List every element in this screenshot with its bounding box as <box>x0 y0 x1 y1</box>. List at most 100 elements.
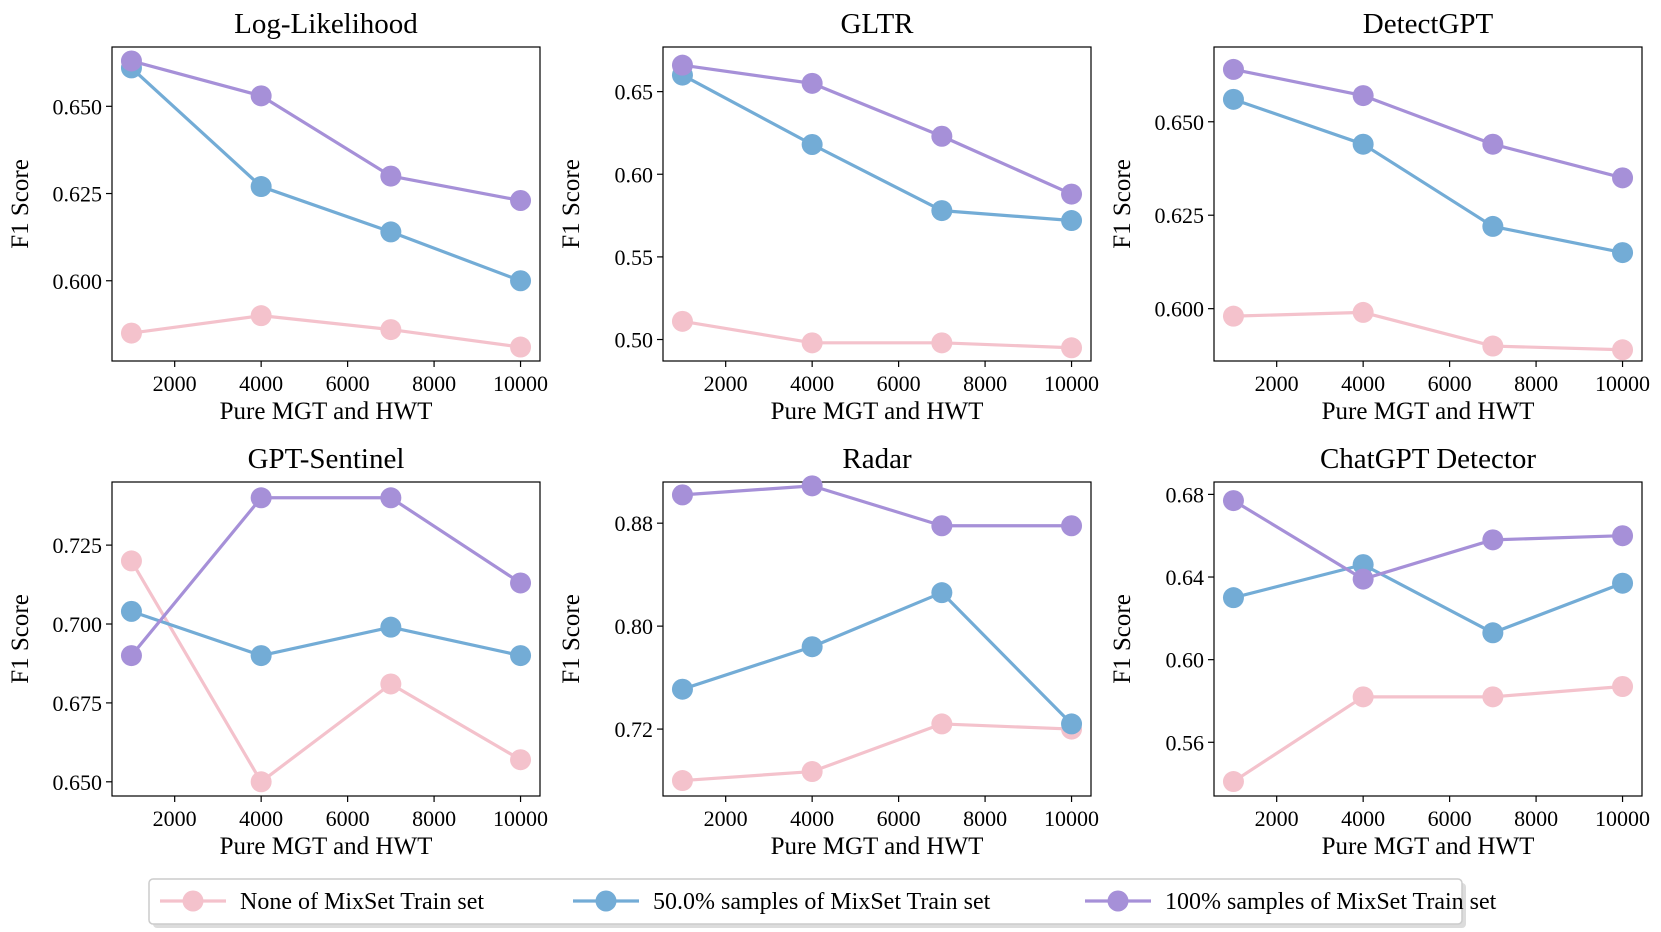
legend-label-none: None of MixSet Train set <box>240 889 484 915</box>
x-tick-label: 10000 <box>493 371 548 396</box>
y-tick-label: 0.600 <box>1155 297 1205 322</box>
data-point-full <box>510 190 532 212</box>
series-line-full <box>682 63 1073 196</box>
data-point-half <box>380 221 402 243</box>
series-line-none <box>131 314 521 349</box>
data-point-none <box>671 770 693 792</box>
subplot-title: DetectGPT <box>1363 8 1494 40</box>
x-tick-label: 4000 <box>790 371 834 396</box>
x-tick-label: 8000 <box>963 806 1007 831</box>
series-line-full <box>131 59 521 203</box>
data-point-none <box>380 319 402 341</box>
plot-frame <box>1213 46 1643 362</box>
data-point-half <box>931 582 953 604</box>
x-tick-label: 10000 <box>1595 806 1650 831</box>
data-point-none <box>120 322 142 344</box>
x-tick-label: 2000 <box>704 806 748 831</box>
x-tick-label: 4000 <box>1341 806 1385 831</box>
subplot-radar: Radar 2000 4000 6000 8000 10000 0.72 0.80 0.88 Pu… <box>558 443 1099 860</box>
y-tick-label: 0.60 <box>1166 648 1205 673</box>
y-tick-label: 0.650 <box>53 770 103 795</box>
y-axis-label: F1 Score <box>1109 594 1136 684</box>
data-point-full <box>510 572 532 594</box>
plot-frame <box>111 46 541 362</box>
y-tick-label: 0.625 <box>53 182 103 207</box>
data-point-none <box>1612 339 1634 361</box>
data-point-half <box>380 616 402 638</box>
data-point-none <box>250 771 272 793</box>
y-tick-label: 0.60 <box>615 162 654 187</box>
x-axis-label: Pure MGT and HWT <box>220 833 433 860</box>
x-tick-label: 6000 <box>877 371 921 396</box>
plot-frame <box>1213 481 1643 797</box>
x-tick-label: 4000 <box>790 806 834 831</box>
subplot-gpt-sentinel: GPT-Sentinel 2000 4000 6000 8000 10000 0.650 0.… <box>7 443 548 860</box>
subplot-gltr: GLTR 2000 4000 6000 8000 10000 0.50 0.55 0.60 0.6… <box>558 8 1099 425</box>
x-tick-label: 10000 <box>493 806 548 831</box>
x-tick-label: 2000 <box>704 371 748 396</box>
data-point-full <box>1612 525 1634 547</box>
y-tick-label: 0.72 <box>615 717 654 742</box>
y-tick-label: 0.64 <box>1166 565 1205 590</box>
plot-frame <box>662 481 1092 797</box>
y-tick-label: 0.50 <box>615 328 654 353</box>
data-point-half <box>250 645 272 667</box>
data-point-full <box>120 645 142 667</box>
x-tick-label: 2000 <box>1255 806 1299 831</box>
data-point-full <box>1061 183 1083 205</box>
x-axis-label: Pure MGT and HWT <box>771 833 984 860</box>
y-axis-label: F1 Score <box>7 159 34 249</box>
x-tick-label: 10000 <box>1044 371 1099 396</box>
x-tick-label: 10000 <box>1044 806 1099 831</box>
x-axis-label: Pure MGT and HWT <box>1322 398 1535 425</box>
x-tick-label: 6000 <box>1428 806 1472 831</box>
y-axis-label: F1 Score <box>1109 159 1136 249</box>
data-point-half <box>510 270 532 292</box>
data-point-half <box>1061 210 1083 232</box>
x-tick-label: 4000 <box>1341 371 1385 396</box>
series-line-full <box>1232 499 1623 581</box>
series-line-half <box>1232 97 1623 255</box>
data-point-half <box>510 645 532 667</box>
data-point-full <box>1061 515 1083 537</box>
legend-box <box>148 878 1463 925</box>
legend-marker-none <box>182 890 204 912</box>
data-point-half <box>1222 88 1244 110</box>
data-point-half <box>1482 622 1504 644</box>
x-tick-label: 4000 <box>239 371 283 396</box>
y-axis-label: F1 Score <box>7 594 34 684</box>
data-point-none <box>1222 305 1244 327</box>
plot-frame <box>662 46 1092 362</box>
data-point-half <box>671 678 693 700</box>
subplot-title: Radar <box>842 443 912 475</box>
data-point-full <box>1352 85 1374 107</box>
legend-marker-full <box>1107 890 1129 912</box>
series-line-none <box>1233 310 1623 352</box>
data-point-none <box>1222 771 1244 793</box>
data-point-full <box>120 50 142 72</box>
legend-label-half: 50.0% samples of MixSet Train set <box>653 889 991 915</box>
series-line-half <box>681 73 1072 223</box>
x-tick-label: 10000 <box>1595 371 1650 396</box>
data-point-full <box>1352 568 1374 590</box>
data-point-none <box>250 305 272 327</box>
data-point-none <box>1612 676 1634 698</box>
data-point-full <box>801 72 823 94</box>
x-tick-label: 8000 <box>963 371 1007 396</box>
series-line-half <box>130 66 522 283</box>
x-tick-label: 8000 <box>1514 806 1558 831</box>
series-line-half <box>681 591 1073 726</box>
y-tick-label: 0.650 <box>53 94 103 119</box>
x-axis-label: Pure MGT and HWT <box>1322 833 1535 860</box>
data-point-none <box>1352 686 1374 708</box>
x-tick-label: 2000 <box>1255 371 1299 396</box>
data-point-none <box>1482 335 1504 357</box>
data-point-full <box>250 85 272 107</box>
data-point-none <box>801 761 823 783</box>
data-point-full <box>931 125 953 147</box>
y-tick-label: 0.600 <box>53 269 103 294</box>
data-point-half <box>1352 554 1374 576</box>
subplot-log-likelihood: Log-Likelihood 2000 4000 6000 8000 10000 0.600… <box>7 8 548 425</box>
y-tick-label: 0.700 <box>53 612 103 637</box>
subplot-chatgpt-detector: ChatGPT Detector 2000 4000 6000 8000 10000 0.5… <box>1109 443 1650 860</box>
